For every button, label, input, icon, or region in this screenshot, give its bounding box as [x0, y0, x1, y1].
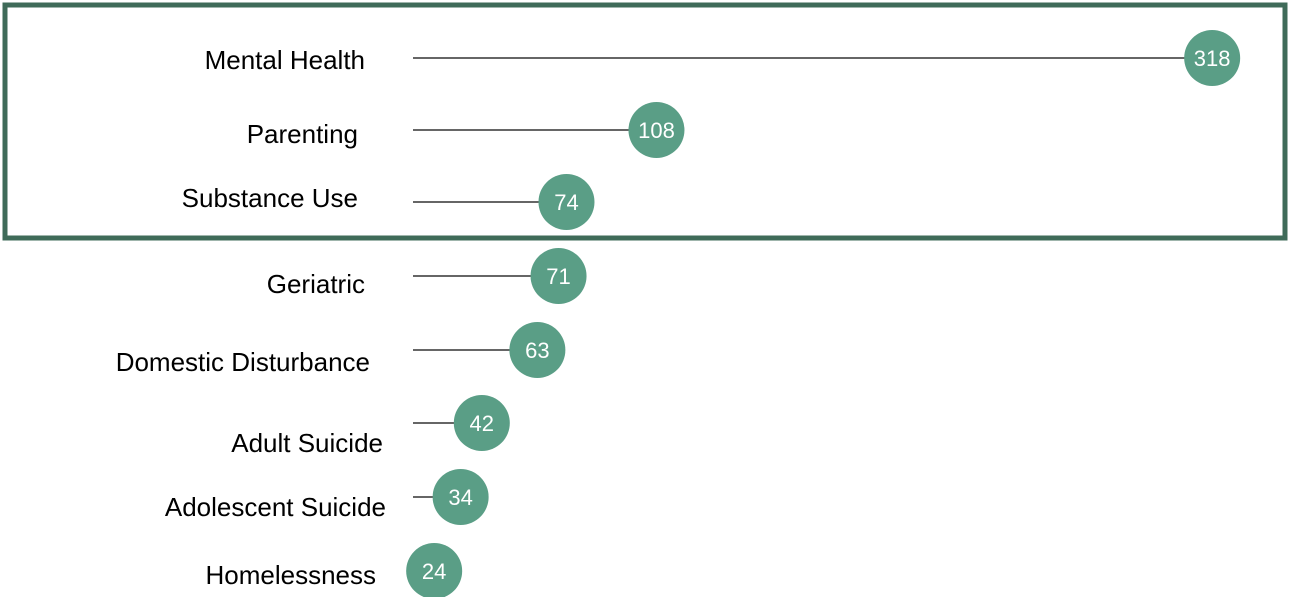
category-label-adult-suicide: Adult Suicide — [231, 428, 383, 458]
category-label-parenting: Parenting — [247, 119, 358, 149]
value-label-mental-health: 318 — [1194, 46, 1231, 71]
value-label-substance-use: 74 — [554, 190, 578, 215]
value-label-parenting: 108 — [638, 118, 675, 143]
category-label-domestic-disturbance: Domestic Disturbance — [116, 347, 370, 377]
marker-substance-use — [538, 174, 595, 230]
category-label-homelessness: Homelessness — [205, 560, 376, 590]
marker-adult-suicide — [453, 395, 510, 451]
value-label-homelessness: 24 — [422, 559, 446, 584]
marker-mental-health — [1184, 30, 1241, 86]
value-label-adolescent-suicide: 34 — [448, 485, 472, 510]
marker-domestic-disturbance — [509, 322, 566, 378]
value-label-domestic-disturbance: 63 — [525, 338, 549, 363]
category-label-substance-use: Substance Use — [182, 183, 358, 213]
marker-homelessness — [406, 543, 463, 597]
marker-geriatric — [530, 248, 587, 304]
marker-adolescent-suicide — [432, 469, 489, 525]
category-label-adolescent-suicide: Adolescent Suicide — [165, 492, 386, 522]
category-label-geriatric: Geriatric — [267, 269, 365, 299]
category-label-mental-health: Mental Health — [205, 45, 365, 75]
marker-parenting — [628, 102, 685, 158]
value-label-geriatric: 71 — [546, 264, 570, 289]
chart-rows: Mental Health 318 Parenting 108 Substance Us… — [116, 30, 1241, 597]
value-label-adult-suicide: 42 — [470, 411, 494, 436]
highlight-box — [2, 2, 1288, 241]
